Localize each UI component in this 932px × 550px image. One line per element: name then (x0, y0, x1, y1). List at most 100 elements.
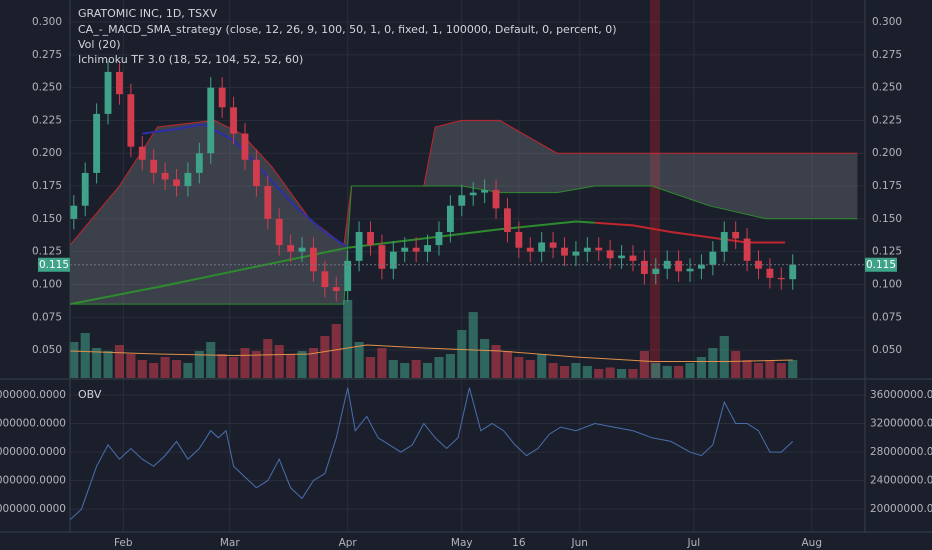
volume-bar (229, 357, 239, 378)
candle-body (355, 231, 363, 261)
obv-title: OBV (78, 388, 102, 401)
candle-body (515, 231, 523, 248)
volume-bar (468, 312, 478, 378)
candle-body (298, 247, 306, 252)
candle-body (789, 264, 797, 280)
volume-bar (685, 363, 695, 378)
volume-bar (445, 354, 455, 378)
candle-body (572, 251, 580, 256)
candle-body (150, 159, 158, 173)
cloud-lower (70, 185, 858, 305)
y-tick-label: 20000000.0000 (870, 503, 932, 515)
y-tick-label: 0.225 (32, 114, 62, 126)
indicator-line (594, 221, 786, 244)
ichimoku-cloud (70, 120, 858, 305)
volume-bar (80, 333, 90, 378)
candle-body (435, 231, 443, 246)
candle-body (549, 242, 557, 248)
chart-title: GRATOMIC INC, 1D, TSXV (78, 7, 218, 20)
y-tick-label: 36000000.0000 (0, 389, 66, 401)
candle-body (686, 268, 694, 272)
candle-body (195, 153, 203, 173)
volume-bar (582, 366, 592, 378)
y-tick-label: 0.300 (32, 16, 62, 28)
y-tick-label: 0.100 (872, 278, 902, 290)
volume-bar (251, 351, 261, 378)
candle-body (458, 195, 466, 206)
candle-body (70, 205, 78, 219)
candle-body (104, 71, 112, 114)
y-tick-label: 0.175 (872, 180, 902, 192)
plot (69, 61, 865, 521)
candle-body (275, 218, 283, 246)
volume-bar (674, 366, 684, 378)
candle-body (732, 231, 740, 239)
x-tick-label: Feb (114, 537, 133, 549)
volume-bar (571, 363, 581, 378)
y-tick-label: 0.100 (32, 278, 62, 290)
candle-body (709, 251, 717, 265)
candle-body (252, 159, 260, 187)
volume-bar (160, 357, 170, 378)
volume-bar (765, 360, 775, 378)
candle-body (561, 247, 568, 256)
candle-body (446, 205, 454, 232)
candle-body (344, 260, 352, 292)
volume-bar (69, 342, 79, 378)
volume-bar (719, 336, 729, 378)
y-tick-label: 0.200 (872, 147, 902, 159)
volume-bar (126, 354, 136, 378)
volume-ma (69, 344, 793, 362)
candle-body (469, 192, 477, 196)
candle-body (583, 247, 591, 252)
volume-bar (331, 324, 341, 378)
volume-bar (548, 363, 558, 378)
y-tick-label: 32000000.0000 (0, 418, 66, 430)
y-tick-label: 0.150 (872, 213, 902, 225)
candle-body (401, 247, 409, 252)
candle-body (184, 172, 192, 187)
cloud-upper (69, 119, 858, 247)
y-tick-label: 28000000.0000 (0, 446, 66, 458)
candle-body (629, 255, 637, 261)
indicator-line (142, 123, 349, 249)
volume-bar (217, 354, 227, 378)
volume-bar (343, 300, 353, 378)
obv-line (69, 387, 794, 521)
volume-bar (365, 357, 376, 378)
candle-body (504, 208, 511, 232)
candle-body (777, 277, 785, 280)
x-tick-label: May (451, 537, 473, 549)
volume-bar (639, 351, 649, 378)
indicator-line (69, 220, 595, 306)
candle-body (332, 287, 340, 292)
candle-body (116, 71, 123, 95)
y-tick-label: 0.150 (32, 213, 62, 225)
volume-bar (274, 345, 284, 378)
candle-body (310, 247, 317, 272)
candle-body (207, 87, 215, 154)
y-tick-label: 36000000.0000 (870, 389, 932, 401)
grid (70, 0, 865, 532)
y-tick-label: 0.125 (872, 246, 902, 258)
volume-bar (194, 351, 204, 378)
volume-bar (742, 360, 752, 378)
candle-body (766, 268, 774, 278)
candle-body (640, 260, 648, 274)
volume-bar (434, 357, 444, 378)
y-tick-label: 0.050 (32, 344, 62, 356)
candle-body (367, 231, 374, 246)
candle-body (698, 264, 705, 269)
indicator-label: Vol (20) (78, 38, 121, 51)
candle-body (606, 250, 614, 259)
candle-body (230, 107, 237, 134)
y-tick-label: 0.175 (32, 180, 62, 192)
candle-body (321, 271, 329, 288)
volume-bar (753, 363, 764, 378)
candle-body (526, 247, 534, 252)
candle-body (161, 172, 169, 180)
candle-body (618, 255, 625, 259)
y-tick-label: 20000000.0000 (0, 503, 66, 515)
signal-band (650, 0, 660, 378)
